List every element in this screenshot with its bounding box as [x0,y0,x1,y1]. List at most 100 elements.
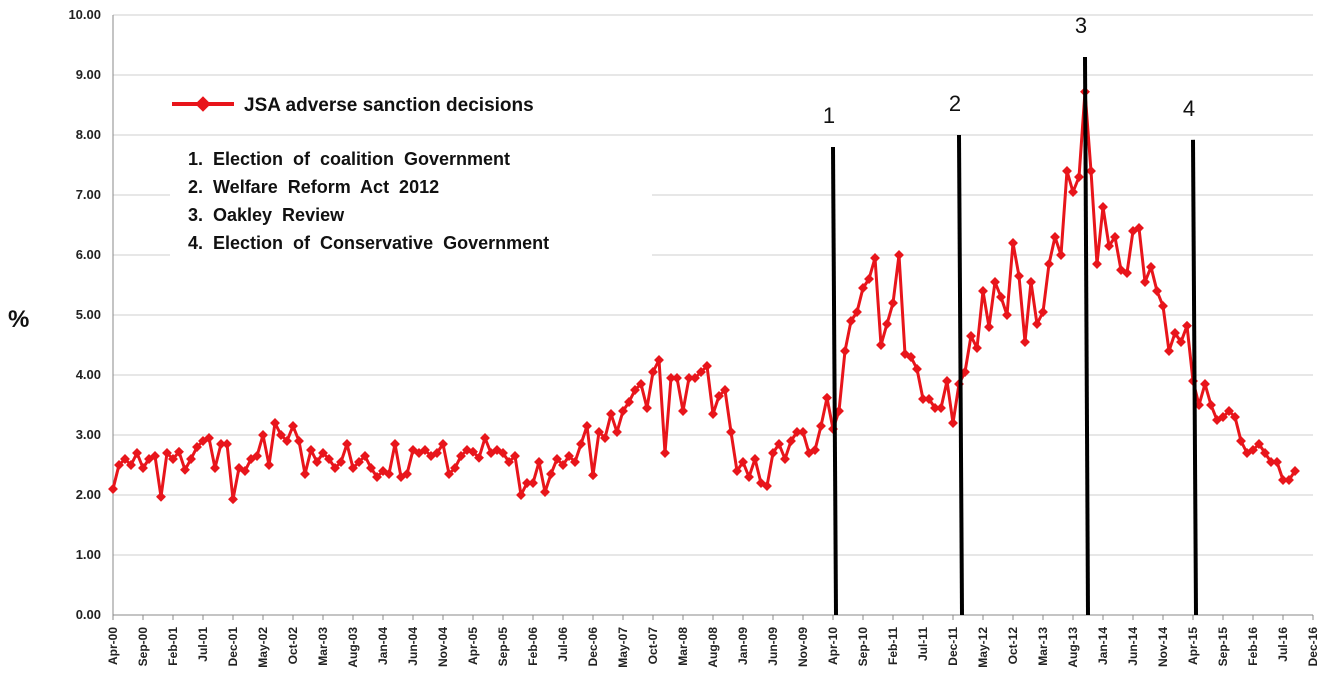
x-tick-label: May-02 [256,627,270,668]
data-point [1170,328,1180,338]
data-point [1092,259,1102,269]
data-point [348,463,358,473]
y-tick-label: 6.00 [76,247,101,262]
data-point [792,427,802,437]
x-tick-label: Sep-10 [856,627,870,667]
data-point [108,484,118,494]
x-tick-label: Mar-08 [676,627,690,666]
x-tick-label: Aug-08 [706,627,720,668]
data-point [210,463,220,473]
x-tick-label: Feb-16 [1246,627,1260,666]
data-point [612,427,622,437]
data-point [558,460,568,470]
data-point [510,451,520,461]
data-point [222,439,232,449]
data-point [498,448,508,458]
y-tick-label: 1.00 [76,547,101,562]
y-tick-label: 9.00 [76,67,101,82]
data-point [1176,337,1186,347]
data-point [354,457,364,467]
data-point [438,439,448,449]
data-point [474,452,484,463]
data-point [360,451,370,461]
x-tick-label: Jul-01 [196,627,210,662]
legend: JSA adverse sanction decisions [172,95,534,116]
data-point [846,316,856,326]
data-point [1122,268,1132,278]
data-point [1230,412,1240,422]
data-point [762,481,772,491]
data-point [1206,400,1216,410]
data-point [1068,187,1078,197]
annotation-1: 1. Election of coalition Government [188,149,510,169]
data-point [1248,445,1258,455]
data-point [1164,346,1174,356]
data-point [390,439,400,449]
data-point [324,454,334,464]
data-point [1290,466,1300,476]
x-tick-label: Dec-01 [226,627,240,667]
data-point [876,340,886,350]
y-tick-label: 10.00 [68,7,101,22]
series-line [111,90,1297,501]
data-point [690,373,700,383]
x-tick-label: Apr-10 [826,627,840,665]
y-axis-ticks: 0.00 1.00 2.00 3.00 4.00 5.00 6.00 7.00 8.00 9.00… [68,7,101,622]
data-point [606,409,616,419]
data-point [864,274,874,284]
data-point [624,397,634,407]
data-point [1050,232,1060,242]
data-point [150,451,160,461]
x-tick-label: Apr-15 [1186,627,1200,665]
data-point [1158,301,1168,311]
data-point [444,469,454,479]
data-point [420,445,430,455]
event-markers: 1 2 3 4 [823,13,1198,616]
event-marker-line [957,134,964,616]
data-point [306,445,316,455]
x-tick-label: Jan-09 [736,627,750,665]
data-point [270,418,280,428]
data-point [972,343,982,353]
x-tick-label: Aug-03 [346,627,360,668]
data-point [684,373,694,383]
data-point [318,448,328,458]
data-point [1272,457,1282,467]
data-point [192,442,202,452]
x-tick-label: Jul-11 [916,627,930,661]
data-point [564,451,574,461]
y-tick-label: 0.00 [76,607,101,622]
data-point [276,430,286,440]
data-point [858,283,868,293]
data-point [798,427,808,437]
data-point [1110,232,1120,242]
data-point [384,469,394,479]
data-point [906,352,916,362]
data-point [840,346,850,356]
data-point [660,448,670,458]
data-point [1086,166,1096,176]
data-point [1038,307,1048,317]
data-point [1236,436,1246,446]
x-tick-label: Jan-14 [1096,627,1110,665]
data-point [1002,310,1012,320]
x-tick-label: Oct-07 [646,627,660,665]
data-point [984,322,994,332]
data-point [882,319,892,329]
data-point [1224,406,1234,416]
x-axis-ticks: Apr-00 Sep-00 Feb-01 Jul-01 Dec-01 May-02 Oct-… [106,615,1320,668]
data-point [942,376,952,386]
data-point [714,391,724,401]
x-tick-label: Feb-06 [526,627,540,666]
data-point [642,403,652,413]
x-tick-label: Jul-16 [1276,627,1290,662]
data-point [480,433,490,443]
data-point [204,433,214,443]
data-point [936,403,946,413]
data-point [912,364,922,374]
data-point [1104,241,1114,251]
x-tick-label: Jul-06 [556,627,570,662]
data-point [540,487,550,497]
data-point [1008,238,1018,248]
event-marker-label: 4 [1183,96,1195,121]
